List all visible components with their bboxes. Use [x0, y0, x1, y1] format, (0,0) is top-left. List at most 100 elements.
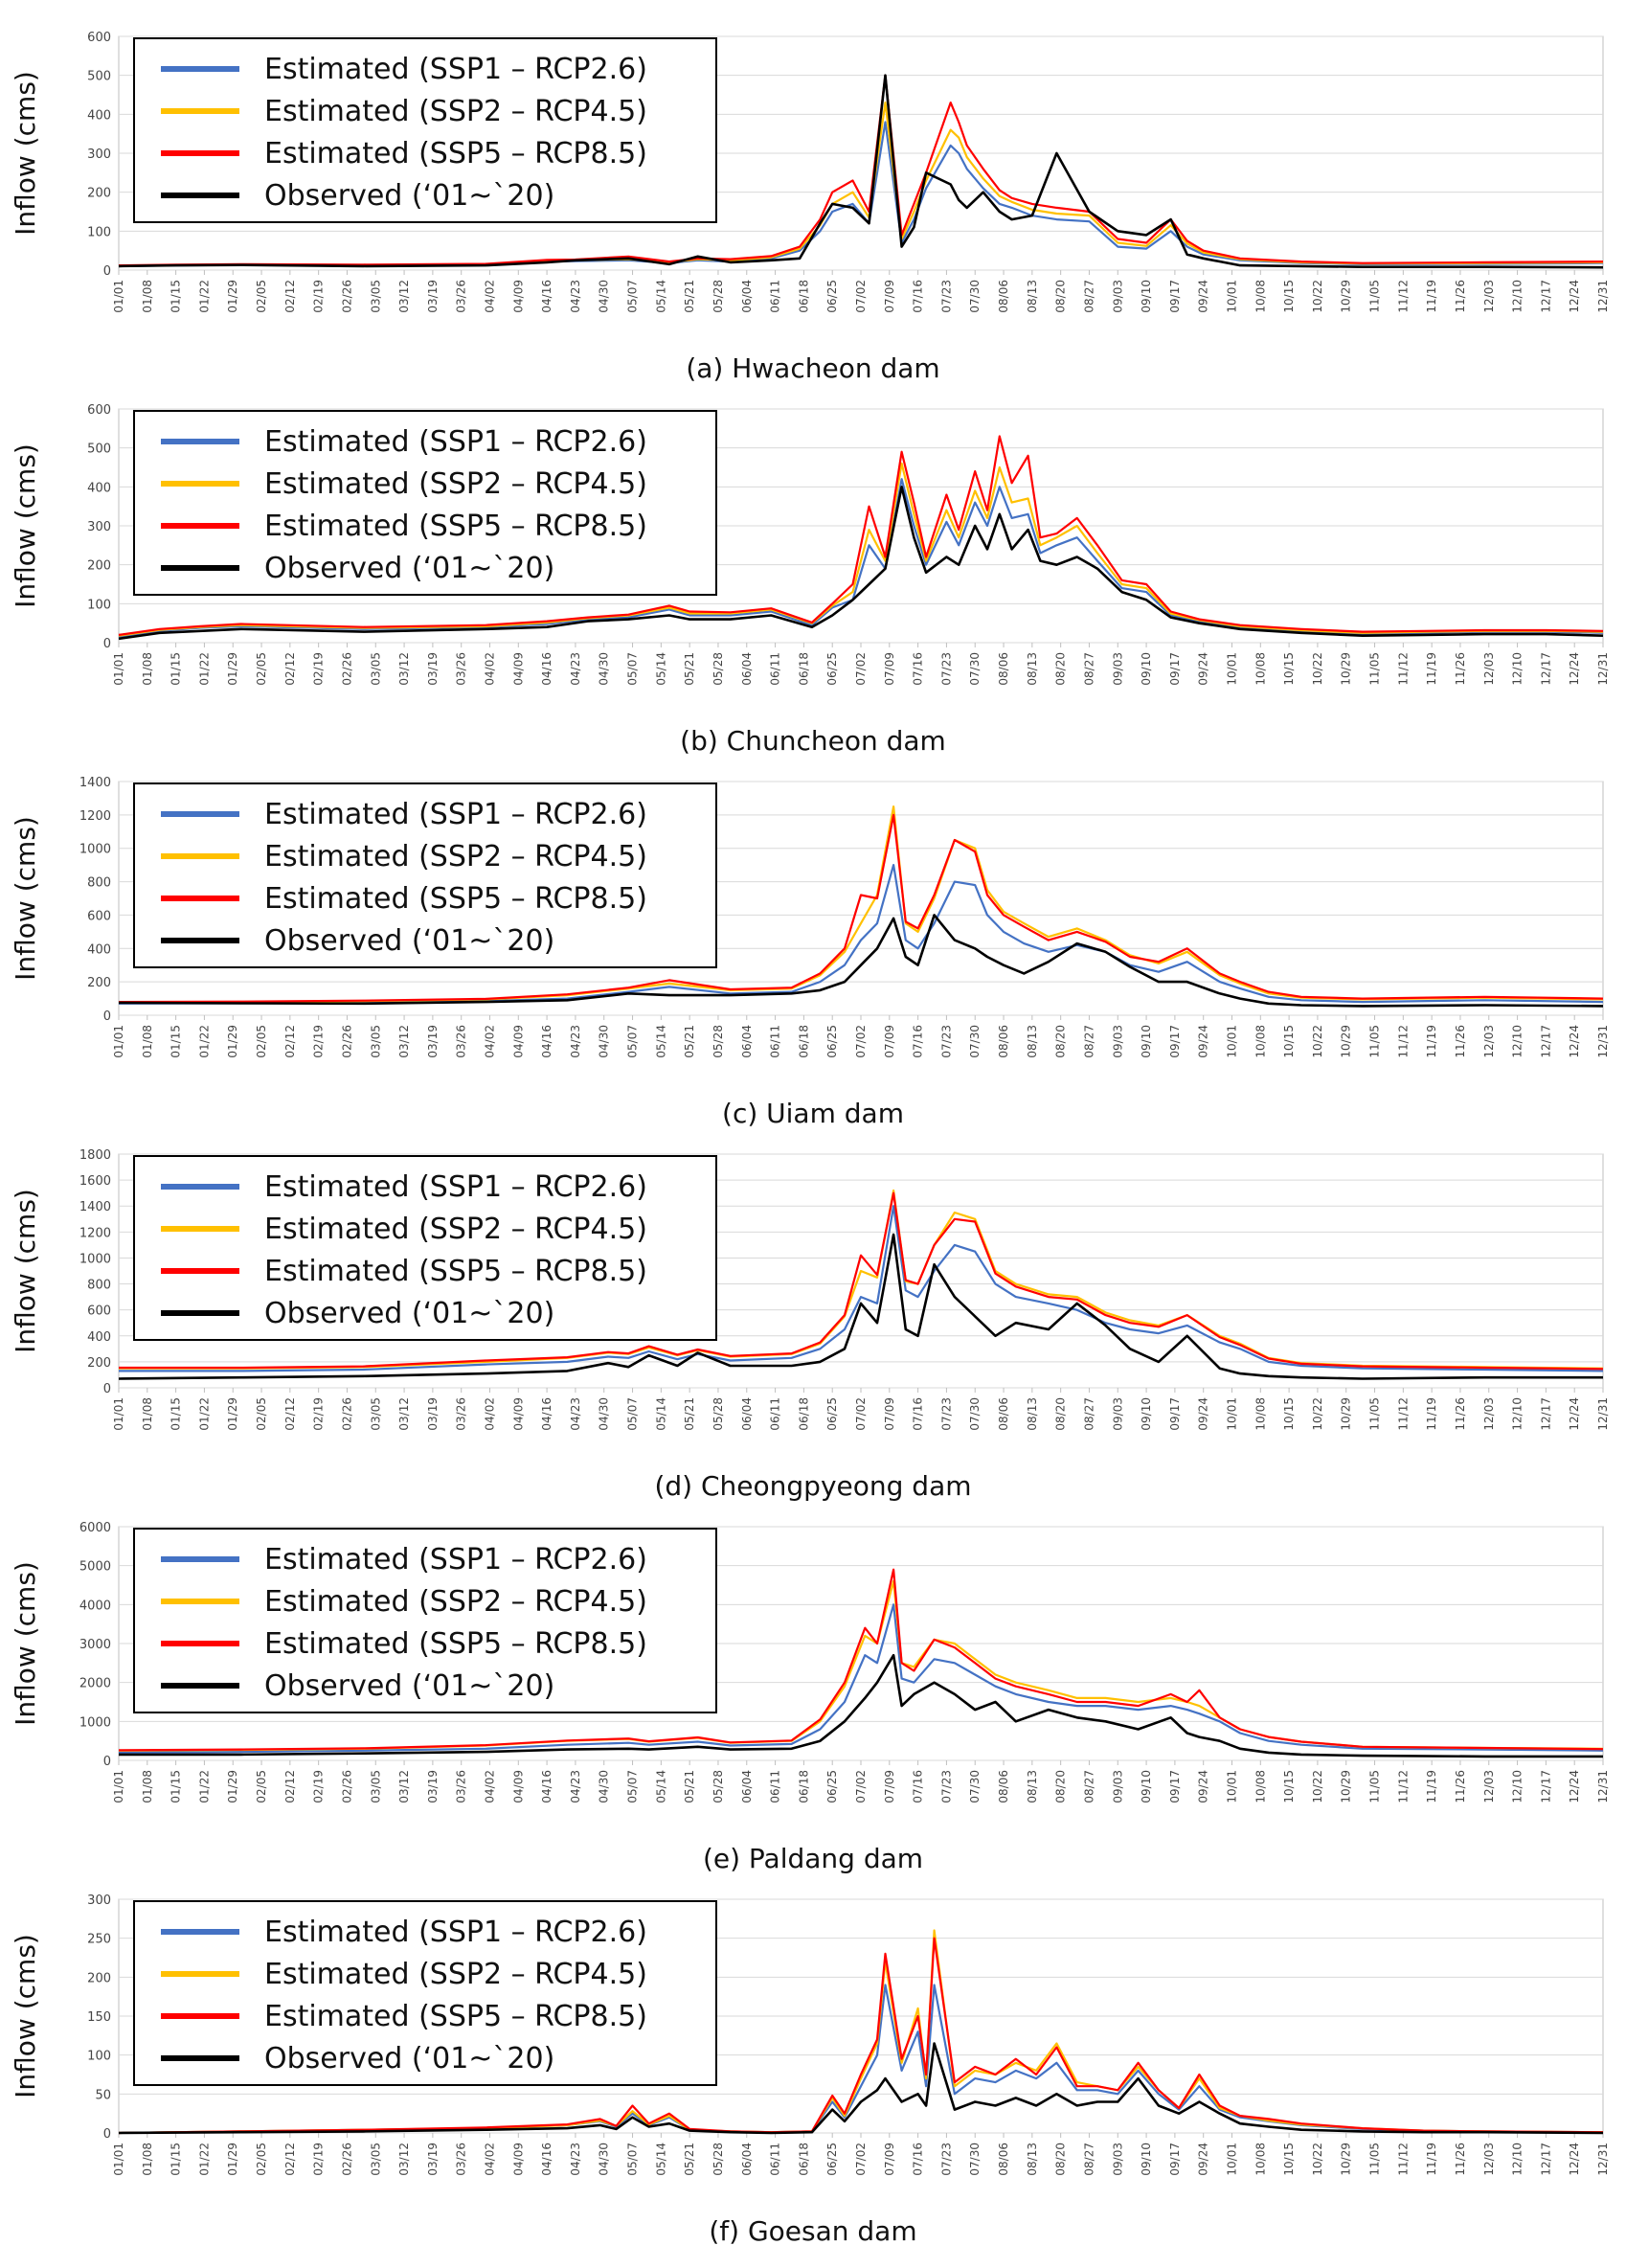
x-tick-label: 09/24	[1197, 652, 1210, 686]
x-tick-label: 01/08	[141, 1770, 154, 1803]
y-tick-label: 0	[103, 637, 111, 651]
x-tick-label: 10/01	[1226, 1025, 1239, 1058]
x-tick-label: 09/17	[1168, 1770, 1182, 1803]
x-tick-label: 06/18	[797, 1025, 810, 1058]
x-tick-label: 01/15	[169, 1770, 183, 1803]
x-tick-label: 12/24	[1568, 2143, 1581, 2176]
x-tick-label: 08/20	[1054, 2143, 1068, 2176]
x-tick-label: 01/29	[226, 1770, 239, 1803]
legend-label: Estimated (SSP2 – RCP4.5)	[264, 1585, 647, 1619]
x-tick-label: 09/17	[1168, 280, 1182, 313]
x-tick-label: 10/29	[1340, 652, 1353, 686]
y-tick-label: 1600	[79, 1174, 111, 1189]
x-tick-label: 01/08	[141, 2143, 154, 2176]
legend-label: Observed (‘01~`20)	[264, 1297, 554, 1330]
x-tick-label: 09/03	[1111, 1025, 1124, 1058]
x-tick-label: 07/09	[883, 1025, 896, 1058]
x-tick-label: 07/23	[939, 1770, 953, 1803]
x-tick-label: 06/04	[740, 280, 754, 313]
x-tick-label: 10/01	[1226, 652, 1239, 686]
x-tick-label: 01/29	[226, 1397, 239, 1431]
x-tick-label: 06/11	[769, 1397, 782, 1431]
x-tick-label: 01/22	[197, 1397, 211, 1431]
x-tick-label: 05/28	[711, 1397, 725, 1431]
x-tick-label: 10/29	[1340, 1770, 1353, 1803]
legend-label: Estimated (SSP2 – RCP4.5)	[264, 840, 647, 873]
x-tick-label: 11/12	[1396, 1025, 1410, 1058]
x-tick-label: 10/15	[1282, 1025, 1296, 1058]
x-tick-label: 10/08	[1253, 1025, 1267, 1058]
series-line-ssp1	[118, 478, 1604, 638]
x-tick-label: 03/19	[426, 1397, 440, 1431]
x-tick-label: 12/17	[1539, 1770, 1552, 1803]
x-tick-label: 05/28	[711, 2143, 725, 2176]
y-tick-label: 6000	[79, 1521, 111, 1535]
x-tick-label: 01/15	[169, 652, 183, 686]
x-tick-label: 09/10	[1140, 280, 1153, 313]
x-tick-label: 10/22	[1311, 652, 1324, 686]
series-line-ssp5	[118, 1568, 1604, 1752]
y-tick-label: 100	[87, 598, 111, 612]
x-tick-label: 10/29	[1340, 2143, 1353, 2176]
x-tick-label: 04/23	[569, 280, 582, 313]
x-tick-label: 09/03	[1111, 1770, 1124, 1803]
x-tick-label: 02/19	[312, 2143, 326, 2176]
x-tick-label: 12/17	[1539, 1397, 1552, 1431]
x-tick-label: 08/27	[1082, 1025, 1095, 1058]
x-tick-label: 07/09	[883, 652, 896, 686]
series-line-observed	[118, 2042, 1604, 2135]
x-tick-label: 12/31	[1596, 652, 1610, 686]
x-tick-label: 02/05	[255, 1025, 268, 1058]
y-tick-label: 600	[87, 403, 111, 418]
x-tick-label: 04/09	[511, 1025, 525, 1058]
x-tick-label: 05/14	[654, 1770, 667, 1803]
x-tick-label: 03/12	[397, 2143, 411, 2176]
x-tick-label: 04/09	[511, 652, 525, 686]
legend-label: Estimated (SSP2 – RCP4.5)	[264, 1958, 647, 1991]
x-tick-label: 09/10	[1140, 1397, 1153, 1431]
x-tick-label: 12/03	[1482, 280, 1496, 313]
x-tick-label: 10/08	[1253, 1770, 1267, 1803]
x-tick-label: 12/24	[1568, 280, 1581, 313]
series-line-observed	[118, 1233, 1603, 1380]
x-tick-label: 04/16	[540, 280, 553, 313]
y-axis-label: Inflow (cms)	[10, 1189, 41, 1353]
x-tick-label: 11/05	[1368, 2143, 1382, 2176]
x-tick-label: 06/25	[825, 1397, 839, 1431]
x-tick-label: 03/05	[369, 652, 382, 686]
legend-label: Estimated (SSP5 – RCP8.5)	[264, 137, 647, 170]
y-tick-label: 200	[87, 559, 111, 574]
x-tick-label: 07/02	[854, 280, 868, 313]
series-line-ssp1	[118, 1984, 1604, 2135]
x-tick-label: 02/26	[340, 2143, 353, 2176]
x-tick-label: 06/04	[740, 1770, 754, 1803]
series-line-ssp1	[119, 1205, 1604, 1372]
x-tick-label: 05/21	[683, 280, 696, 313]
x-tick-label: 05/21	[683, 1025, 696, 1058]
x-tick-label: 04/09	[511, 1770, 525, 1803]
x-tick-label: 03/26	[455, 280, 468, 313]
y-tick-label: 800	[87, 876, 111, 891]
y-tick-label: 100	[87, 225, 111, 239]
x-tick-label: 11/19	[1425, 1025, 1438, 1058]
x-tick-label: 02/05	[255, 652, 268, 686]
x-tick-label: 06/04	[740, 652, 754, 686]
x-tick-label: 04/09	[511, 1397, 525, 1431]
y-tick-label: 1200	[79, 1226, 111, 1240]
y-tick-label: 1000	[79, 1715, 111, 1730]
x-tick-label: 08/20	[1054, 1770, 1068, 1803]
x-tick-label: 07/23	[939, 2143, 953, 2176]
legend-label: Estimated (SSP5 – RCP8.5)	[264, 1255, 647, 1288]
x-tick-label: 08/06	[997, 280, 1010, 313]
x-tick-label: 12/03	[1482, 2143, 1496, 2176]
x-tick-label: 02/12	[283, 2143, 297, 2176]
x-tick-label: 09/10	[1140, 652, 1153, 686]
y-tick-label: 100	[87, 2050, 111, 2064]
x-tick-label: 12/24	[1568, 1770, 1581, 1803]
x-tick-label: 04/23	[569, 2143, 582, 2176]
y-tick-label: 600	[87, 31, 111, 45]
series-line-observed	[118, 485, 1604, 641]
x-tick-label: 05/21	[683, 1770, 696, 1803]
x-tick-label: 03/19	[426, 280, 440, 313]
x-tick-label: 02/12	[283, 1770, 297, 1803]
